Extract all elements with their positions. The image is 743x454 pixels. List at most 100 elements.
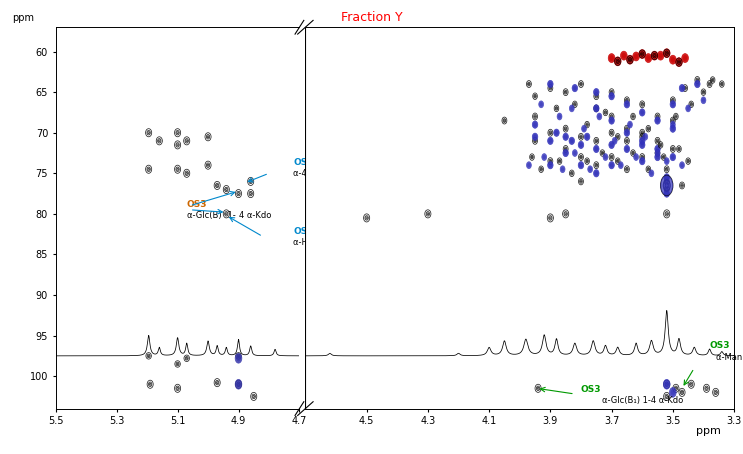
Ellipse shape — [663, 380, 670, 389]
Text: OS3: OS3 — [581, 385, 602, 395]
Ellipse shape — [649, 170, 654, 177]
Ellipse shape — [565, 152, 566, 154]
Ellipse shape — [640, 143, 644, 147]
Ellipse shape — [666, 176, 667, 178]
Ellipse shape — [618, 162, 623, 168]
Ellipse shape — [657, 156, 658, 158]
Ellipse shape — [588, 167, 591, 171]
Ellipse shape — [235, 353, 242, 363]
Ellipse shape — [610, 143, 613, 147]
Ellipse shape — [594, 89, 599, 96]
Ellipse shape — [617, 60, 619, 63]
Ellipse shape — [595, 91, 597, 93]
Ellipse shape — [626, 102, 629, 107]
Ellipse shape — [238, 357, 239, 360]
Ellipse shape — [616, 59, 620, 64]
Ellipse shape — [663, 49, 670, 58]
Ellipse shape — [594, 171, 598, 176]
Ellipse shape — [641, 140, 643, 142]
Ellipse shape — [671, 155, 675, 159]
Ellipse shape — [550, 140, 551, 142]
Ellipse shape — [640, 158, 645, 165]
Ellipse shape — [609, 117, 614, 124]
Ellipse shape — [669, 388, 676, 397]
Text: OS3: OS3 — [710, 341, 730, 350]
Ellipse shape — [563, 149, 568, 157]
Ellipse shape — [635, 55, 637, 58]
Text: α-Glc(B)   1-  4 α-Kdo: α-Glc(B) 1- 4 α-Kdo — [186, 211, 271, 220]
Ellipse shape — [639, 49, 646, 59]
Ellipse shape — [597, 113, 602, 120]
Ellipse shape — [658, 53, 663, 58]
Ellipse shape — [561, 167, 564, 171]
Ellipse shape — [610, 163, 613, 168]
Ellipse shape — [573, 86, 577, 90]
Ellipse shape — [609, 54, 615, 63]
Ellipse shape — [580, 163, 583, 168]
Ellipse shape — [666, 52, 668, 54]
Ellipse shape — [554, 129, 559, 136]
Text: α-Man 1- 4 α-Glc: α-Man 1- 4 α-Glc — [716, 353, 743, 362]
Ellipse shape — [560, 166, 565, 173]
Text: Fraction Y: Fraction Y — [341, 11, 402, 25]
Ellipse shape — [584, 133, 590, 140]
Ellipse shape — [548, 138, 552, 143]
Ellipse shape — [624, 101, 629, 108]
Ellipse shape — [656, 147, 659, 151]
Text: α-Glc(B₁) 1-4 α-Kdo: α-Glc(B₁) 1-4 α-Kdo — [603, 396, 684, 405]
Ellipse shape — [655, 153, 661, 161]
Ellipse shape — [624, 145, 629, 153]
Ellipse shape — [665, 50, 669, 56]
Ellipse shape — [528, 163, 531, 167]
Ellipse shape — [634, 153, 638, 161]
Ellipse shape — [626, 103, 628, 105]
Ellipse shape — [628, 57, 632, 62]
Ellipse shape — [672, 59, 674, 61]
Ellipse shape — [623, 54, 625, 57]
Ellipse shape — [594, 106, 598, 111]
Ellipse shape — [670, 121, 675, 128]
Ellipse shape — [609, 162, 614, 169]
Ellipse shape — [611, 95, 612, 97]
Ellipse shape — [559, 115, 560, 118]
Ellipse shape — [656, 151, 659, 155]
Ellipse shape — [640, 137, 645, 144]
Ellipse shape — [557, 113, 562, 120]
Ellipse shape — [598, 114, 601, 118]
Ellipse shape — [702, 98, 705, 102]
Ellipse shape — [548, 137, 553, 144]
Ellipse shape — [562, 168, 563, 170]
Ellipse shape — [641, 144, 643, 146]
Ellipse shape — [653, 54, 655, 57]
Ellipse shape — [656, 155, 659, 159]
Ellipse shape — [580, 164, 582, 166]
Ellipse shape — [644, 136, 646, 138]
Ellipse shape — [612, 138, 617, 144]
Ellipse shape — [695, 80, 700, 88]
Ellipse shape — [655, 145, 661, 153]
Ellipse shape — [670, 101, 675, 108]
Ellipse shape — [665, 192, 669, 196]
Ellipse shape — [629, 123, 631, 126]
Ellipse shape — [680, 162, 684, 168]
Ellipse shape — [661, 176, 672, 195]
Ellipse shape — [640, 109, 645, 116]
Ellipse shape — [571, 140, 573, 142]
Ellipse shape — [681, 87, 683, 89]
Ellipse shape — [645, 54, 652, 63]
Ellipse shape — [695, 82, 699, 86]
Ellipse shape — [613, 139, 616, 143]
Ellipse shape — [672, 123, 674, 126]
Ellipse shape — [236, 381, 241, 387]
Ellipse shape — [634, 54, 638, 59]
Ellipse shape — [571, 106, 574, 110]
Ellipse shape — [236, 355, 241, 361]
Ellipse shape — [666, 383, 668, 386]
Ellipse shape — [572, 84, 577, 92]
Ellipse shape — [604, 155, 607, 159]
Ellipse shape — [658, 51, 664, 60]
Ellipse shape — [556, 132, 557, 134]
Ellipse shape — [611, 57, 613, 59]
Ellipse shape — [672, 128, 674, 130]
Ellipse shape — [665, 381, 669, 387]
